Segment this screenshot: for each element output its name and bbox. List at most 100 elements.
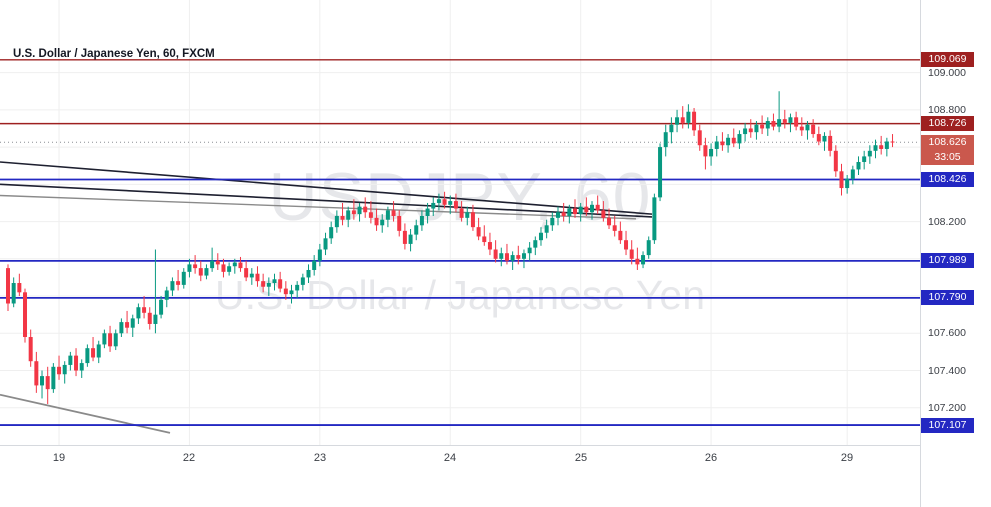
candle-body (595, 204, 600, 211)
candle-body (374, 217, 379, 226)
candle-body (680, 117, 685, 123)
candle-body (164, 290, 169, 300)
candle-body (828, 135, 833, 151)
candle-body (879, 145, 884, 149)
price-axis[interactable]: 109.000 108.800 108.200 107.600 107.400 107.2… (920, 0, 991, 507)
candle-body (74, 355, 79, 371)
candle-body (363, 206, 368, 213)
candle-body (641, 255, 646, 265)
candle-body (232, 262, 237, 267)
candle-body (777, 119, 782, 127)
price-badge-support: 108.426 (921, 172, 974, 187)
candle-body (340, 215, 345, 220)
candle-body (873, 145, 878, 151)
trendline[interactable] (0, 194, 637, 220)
candle-body (442, 199, 447, 205)
candle-body (816, 134, 821, 142)
candle-body (748, 128, 753, 133)
candle-body (658, 147, 663, 198)
candle-body (737, 134, 742, 144)
candle-body (62, 364, 67, 375)
chart-legend[interactable]: U.S. Dollar / Japanese Yen, 60, FXCM (13, 48, 215, 60)
candle-body (714, 141, 719, 149)
candle-body (108, 333, 113, 347)
candle-body (397, 215, 402, 231)
candle-body (504, 253, 509, 261)
candle-body (856, 161, 861, 170)
candle-body (238, 262, 243, 269)
candle-body (890, 141, 895, 143)
candle-body (368, 212, 373, 218)
candle-body (782, 119, 787, 123)
candle-body (731, 137, 736, 144)
candle-body (187, 264, 192, 272)
candle-body (601, 210, 606, 218)
candle-body (414, 225, 419, 235)
candle-body (482, 236, 487, 243)
candle-body (487, 242, 492, 250)
candle-body (436, 199, 441, 203)
candle-body (799, 126, 804, 131)
time-tick: 24 (443, 452, 457, 464)
time-tick: 29 (840, 452, 854, 464)
candle-body (142, 307, 147, 313)
candle-body (431, 202, 436, 209)
candle-body (221, 264, 226, 272)
candle-body (261, 281, 266, 287)
trendline[interactable] (0, 183, 653, 218)
candle-body (272, 279, 277, 284)
candle-body (590, 204, 595, 213)
candle-body (425, 208, 430, 216)
candle-body (102, 333, 107, 345)
price-tick: 109.000 (928, 67, 966, 79)
time-axis[interactable]: 19 22 23 24 25 26 29 (0, 445, 920, 507)
candle-body (266, 283, 271, 287)
time-tick: 23 (313, 452, 327, 464)
price-tick: 107.400 (928, 365, 966, 377)
candle-body (453, 201, 458, 209)
candle-body (334, 215, 339, 228)
candle-body (28, 337, 33, 362)
candle-body (323, 238, 328, 250)
candle-body (68, 355, 73, 365)
candle-body (34, 361, 39, 386)
current-price-badge: 108.626 (921, 135, 974, 150)
candle-body (125, 322, 130, 328)
candle-body (578, 206, 583, 215)
candle-body (357, 206, 362, 215)
candles-layer (6, 91, 895, 405)
time-tick: 19 (52, 452, 66, 464)
candle-body (96, 344, 101, 358)
chart-plot-area[interactable]: USDJPY, 60 U.S. Dollar / Japanese Yen U.… (0, 0, 920, 445)
candle-body (573, 208, 577, 215)
candle-body (550, 217, 555, 226)
candle-body (391, 210, 396, 216)
candle-body (538, 232, 543, 241)
candle-body (607, 217, 612, 226)
candle-body (317, 249, 322, 261)
candle-body (204, 268, 209, 276)
candle-body (329, 227, 334, 239)
gridlines-layer (0, 0, 920, 445)
trendline[interactable] (0, 393, 171, 434)
candle-body (754, 124, 759, 133)
candle-body (295, 284, 300, 291)
candle-body (198, 268, 203, 276)
bar-countdown-badge: 33:05 (921, 150, 974, 165)
candle-body (193, 264, 198, 269)
candle-body (692, 111, 697, 131)
candle-body (278, 279, 283, 289)
candle-body (130, 318, 135, 328)
candle-body (351, 210, 356, 215)
candle-body (635, 258, 640, 265)
candle-body (862, 156, 867, 162)
candle-body (555, 212, 560, 218)
candle-body (709, 148, 714, 157)
candle-body (147, 312, 152, 324)
candle-body (533, 240, 538, 248)
candle-body (289, 290, 294, 295)
candle-body (867, 150, 872, 157)
chart-canvas[interactable] (0, 0, 920, 445)
trendline[interactable] (0, 161, 653, 215)
